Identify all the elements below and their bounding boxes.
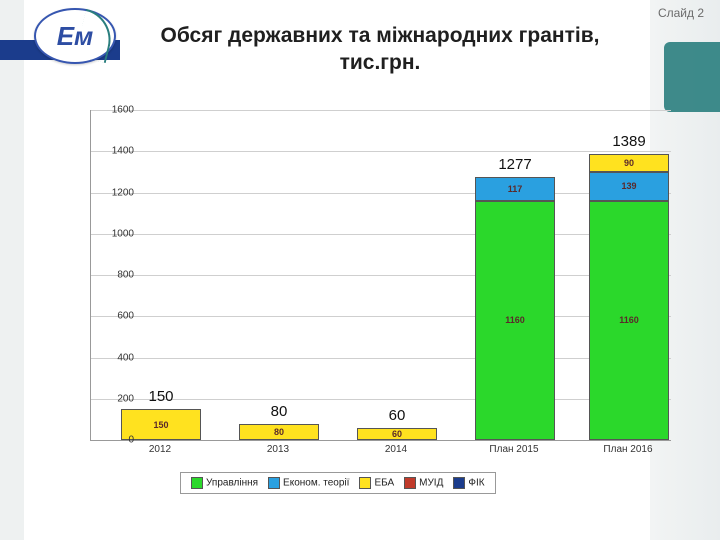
bar-total-label: 1277	[475, 156, 555, 177]
y-tick-label: 1000	[112, 228, 134, 239]
y-tick-label: 800	[117, 270, 134, 281]
bar-total-label: 60	[357, 407, 437, 428]
bar-total-label: 1389	[589, 133, 669, 154]
y-tick-label: 200	[117, 393, 134, 404]
grid-line	[91, 193, 671, 194]
bar-segment-eba: 60	[357, 428, 437, 440]
y-tick-label: 1200	[112, 187, 134, 198]
legend-item-muid: МУІД	[404, 477, 443, 489]
legend-swatch-icon	[359, 477, 371, 489]
x-tick-label: 2014	[351, 444, 441, 455]
bar-segment-eba: 80	[239, 424, 319, 441]
page-title: Обсяг державних та міжнародних грантів, …	[150, 22, 610, 77]
x-tick-label: План 2015	[469, 444, 559, 455]
y-tick-label: 600	[117, 311, 134, 322]
y-tick-label: 1600	[112, 105, 134, 116]
grants-chart: 15015080806060116011712771160139901389 У…	[50, 100, 680, 500]
bar-segment-ekon: 117	[475, 177, 555, 201]
bar-segment-upr: 1160	[475, 201, 555, 440]
background-left-band	[0, 0, 24, 540]
logo-text: Ем	[57, 21, 94, 52]
slide-number: Слайд 2	[658, 6, 704, 20]
bar-segment-eba: 90	[589, 154, 669, 173]
logo: Ем	[34, 8, 116, 64]
legend-label: Економ. теорії	[283, 478, 349, 489]
legend-item-ekon: Економ. теорії	[268, 477, 349, 489]
legend-label: МУІД	[419, 478, 443, 489]
bar-segment-upr: 1160	[589, 201, 669, 440]
plot-area: 15015080806060116011712771160139901389	[90, 110, 671, 441]
y-tick-label: 1400	[112, 146, 134, 157]
grid-line	[91, 316, 671, 317]
x-tick-label: План 2016	[583, 444, 673, 455]
legend-swatch-icon	[453, 477, 465, 489]
bar-total-label: 80	[239, 403, 319, 424]
y-tick-label: 400	[117, 352, 134, 363]
legend-swatch-icon	[191, 477, 203, 489]
legend-label: ФІК	[468, 478, 484, 489]
legend-item-eba: ЕБА	[359, 477, 394, 489]
legend-label: ЕБА	[374, 478, 394, 489]
legend: Управління Економ. теорії ЕБА МУІД ФІК	[180, 472, 496, 494]
x-tick-label: 2013	[233, 444, 323, 455]
grid-line	[91, 275, 671, 276]
legend-item-fik: ФІК	[453, 477, 484, 489]
grid-line	[91, 110, 671, 111]
legend-swatch-icon	[404, 477, 416, 489]
legend-item-upr: Управління	[191, 477, 258, 489]
x-tick-label: 2012	[115, 444, 205, 455]
grid-line	[91, 234, 671, 235]
legend-label: Управління	[206, 478, 258, 489]
bar-segment-ekon: 139	[589, 172, 669, 201]
grid-line	[91, 151, 671, 152]
legend-swatch-icon	[268, 477, 280, 489]
grid-line	[91, 358, 671, 359]
